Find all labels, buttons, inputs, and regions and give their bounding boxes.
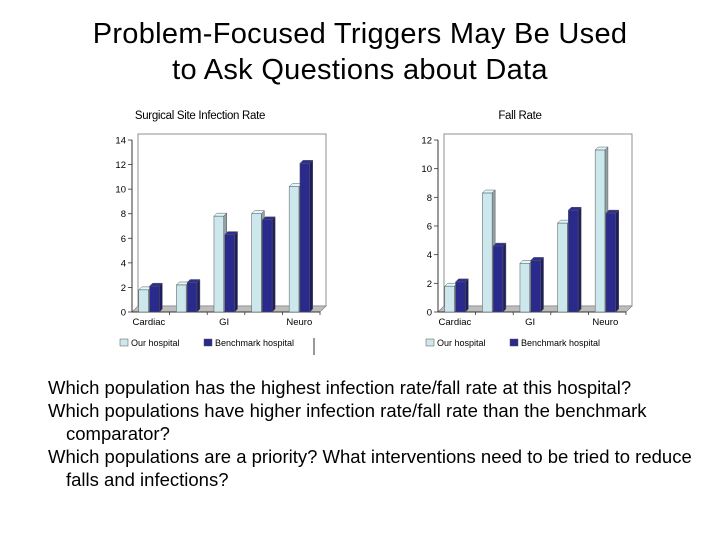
- chart2-xtick-label-0: Cardiac: [439, 317, 472, 328]
- chart1-title: Surgical Site Infection Rate: [135, 110, 265, 122]
- question-1: Which population has the highest infecti…: [48, 377, 632, 398]
- chart2-title: Fall Rate: [498, 110, 541, 122]
- chart1-bar-ours-4: [288, 186, 300, 313]
- chart2-bar-bench-0: [455, 281, 466, 313]
- chart1-ytick-label-3: 6: [121, 234, 126, 245]
- chart2-bar-bench-3-side: [577, 206, 582, 313]
- chart1-xtick-label-4: Neuro: [286, 317, 312, 328]
- chart1-bar-bench-3-side: [271, 216, 276, 313]
- chart2-ytick-label-3: 6: [427, 222, 432, 233]
- chart1-xtick-label-0: Cardiac: [133, 317, 166, 328]
- chart1-bar-bench-1-side: [196, 278, 201, 313]
- chart2-bar-bench-1: [492, 245, 504, 313]
- chart1-bar-bench-2: [224, 234, 235, 313]
- chart1-ytick-label-2: 4: [121, 258, 126, 269]
- charts-svg: Surgical Site Infection Rate 0 2 4 6 8 10 12 14 C…: [115, 110, 633, 355]
- slide-title: Problem-Focused Triggers May Be Used to …: [20, 16, 700, 88]
- chart2-ytick-label-0: 0: [427, 308, 432, 319]
- chart1-legend-label-ours: Our hospital: [131, 338, 180, 348]
- chart2-legend-swatch-ours: [425, 338, 435, 347]
- chart2-legend-label-bench: Benchmark hospital: [521, 338, 600, 348]
- chart1-ytick-label-1: 2: [121, 283, 126, 294]
- chart2-bar-bench-4: [605, 212, 616, 313]
- chart2-bar-ours-2: [519, 263, 530, 313]
- chart1-bar-bench-2-side: [234, 230, 238, 313]
- chart2-legend-label-ours: Our hospital: [437, 338, 486, 348]
- chart1-bar-bench-4: [299, 163, 310, 313]
- chart1-ytick-label-4: 8: [121, 209, 126, 220]
- chart1-ytick-label-5: 10: [115, 185, 126, 196]
- chart1-bar-ours-1: [176, 284, 187, 313]
- chart2-ytick-label-4: 8: [427, 193, 432, 204]
- chart2-bar-bench-2-side: [540, 256, 544, 313]
- chart1-bar-bench-4-side: [309, 159, 313, 313]
- chart1-bar-ours-3: [251, 213, 262, 313]
- chart2-bar-ours-4: [594, 149, 606, 313]
- question-3: Which populations are a priority? What i…: [48, 446, 692, 490]
- question-2: Which populations have higher infection …: [48, 400, 647, 444]
- chart1-legend-swatch-ours: [119, 338, 129, 347]
- chart1-bar-bench-1: [186, 282, 198, 313]
- chart1-bar-bench-0-side: [159, 282, 163, 313]
- chart1-bar-bench-3: [262, 219, 273, 313]
- chart1-legend-swatch-bench: [203, 338, 213, 347]
- chart1-xtick-label-2: GI: [219, 317, 229, 328]
- chart2-bar-bench-0-side: [465, 278, 469, 313]
- chart2-bar-ours-0: [444, 285, 455, 313]
- chart2-bar-bench-4-side: [615, 209, 619, 313]
- chart1-bar-bench-0: [149, 285, 160, 313]
- charts-area: Surgical Site Infection Rate 0 2 4 6 8 10 12 14 C…: [100, 100, 640, 360]
- chart2-ytick-label-5: 10: [421, 164, 432, 175]
- chart1-ytick-label-6: 12: [115, 160, 126, 171]
- chart2-ytick-label-2: 4: [427, 250, 432, 261]
- chart2-bar-ours-1: [482, 192, 493, 313]
- chart1-legend-label-bench: Benchmark hospital: [215, 338, 294, 348]
- chart1-bar-ours-2: [213, 215, 224, 313]
- chart2-bar-bench-3: [568, 209, 579, 313]
- chart2-bar-bench-2: [530, 260, 541, 313]
- chart2-ytick-label-1: 2: [427, 279, 432, 290]
- slide-title-line1: Problem-Focused Triggers May Be Used: [92, 18, 628, 50]
- chart2-bar-ours-3: [557, 222, 568, 313]
- chart1-bar-ours-0: [138, 289, 149, 313]
- chart2-legend-swatch-bench: [509, 338, 519, 347]
- slide-title-line2: to Ask Questions about Data: [172, 54, 548, 86]
- chart1-ytick-label-7: 14: [115, 136, 126, 147]
- chart1-ytick-label-0: 0: [121, 308, 126, 319]
- question-list: Which population has the highest infecti…: [48, 376, 708, 491]
- chart2-xtick-label-2: GI: [525, 317, 535, 328]
- chart2-xtick-label-4: Neuro: [592, 317, 618, 328]
- chart2-ytick-label-6: 12: [421, 136, 432, 147]
- chart2-bar-bench-1-side: [502, 242, 507, 313]
